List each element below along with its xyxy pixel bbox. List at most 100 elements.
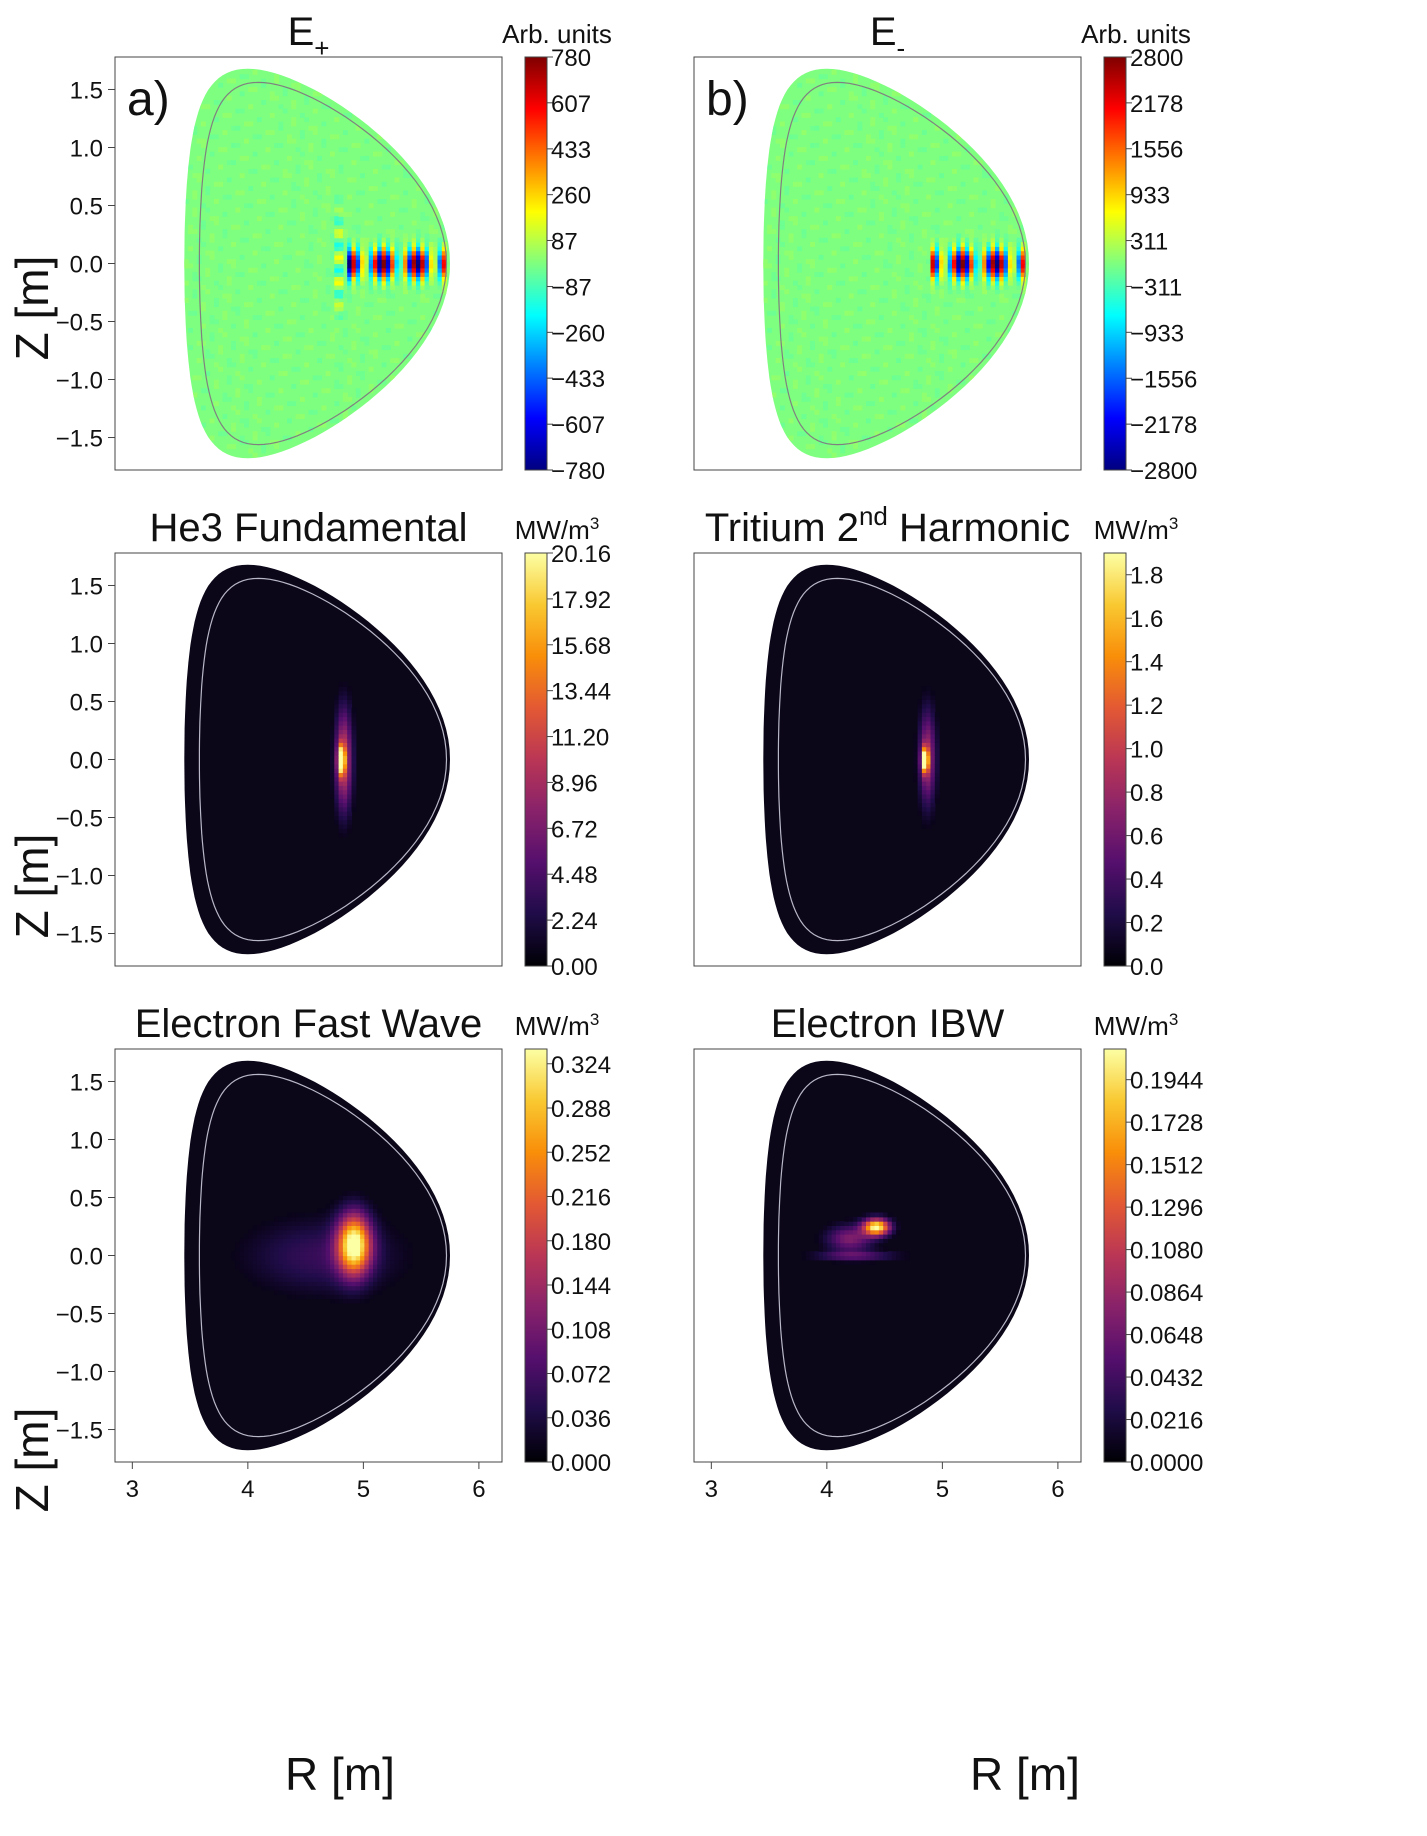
colorbar-tick-label: 607: [551, 91, 591, 118]
colorbar-tick-label: −933: [1130, 320, 1184, 347]
colorbar-tick-label: −433: [551, 366, 605, 393]
panel-label: a): [127, 73, 170, 126]
colorbar-tick-label: 0.216: [551, 1185, 611, 1212]
panel-f: 3 4 5 6 f) Electron IBW 0.1944 0.1728 0.1512 0.12…: [693, 1002, 1203, 1503]
colorbar-tick-label: 0.1080: [1130, 1238, 1203, 1265]
panel-label: b): [706, 73, 749, 126]
colorbar: [524, 56, 548, 471]
colorbar-tick-label: 0.6: [1130, 824, 1163, 851]
x-tick-label: 4: [241, 1476, 254, 1503]
heatmap-field: [330, 682, 357, 838]
colorbar-tick-label: 87: [551, 228, 578, 255]
plasma-region: [184, 564, 451, 955]
colorbar-tick-label: 0.180: [551, 1229, 611, 1256]
panel-b: b) E- 2800 2178 1556 933 311 −311 −933 −1556 −2178…: [693, 10, 1197, 485]
y-tick-label: −0.5: [56, 1302, 103, 1329]
colorbar-tick-label: −607: [551, 412, 605, 439]
y-tick-label: −1.0: [56, 368, 103, 395]
separatrix-line: [777, 81, 1027, 446]
axes-frame: [693, 1048, 1082, 1463]
y-tick-label: 1.5: [70, 77, 103, 104]
panel-title: He3 Fundamental: [150, 506, 468, 550]
panel-c: −1.5 −1.0 −0.5 0.0 0.5 1.0 1.5 c) He3 Fundamenta…: [56, 506, 611, 981]
colorbar-tick-label: 933: [1130, 183, 1170, 210]
colorbar-tick-label: 2.24: [551, 908, 598, 935]
colorbar-tick-label: 1.6: [1130, 606, 1163, 633]
x-tick-label: 4: [820, 1476, 833, 1503]
separatrix-line: [777, 1073, 1027, 1438]
y-tick-label: −1.5: [56, 1418, 103, 1445]
colorbar-tick-label: 4.48: [551, 862, 598, 889]
x-axis-label-left: R [m]: [285, 1748, 395, 1800]
panel-label: c): [127, 569, 167, 622]
x-tick-label: 3: [126, 1476, 139, 1503]
colorbar: [524, 552, 548, 967]
colorbar: [1103, 552, 1127, 967]
colorbar-tick-label: 0.324: [551, 1052, 611, 1079]
x-tick-label: 6: [1051, 1476, 1064, 1503]
panel-e: −1.5 −1.0 −0.5 0.0 0.5 1.0 1.5 3 4 5 6 e) Electron F…: [56, 1002, 611, 1503]
y-tick-label: 0.5: [70, 689, 103, 716]
colorbar-tick-label: −87: [551, 275, 592, 302]
x-axis-label-right: R [m]: [970, 1748, 1080, 1800]
plasma-region: [763, 564, 1029, 955]
panel-d: d) Tritium 2nd Harmonic 1.8 1.6 1.4 1.2 1.0 0.8…: [693, 501, 1178, 981]
panel-title: Electron IBW: [771, 1002, 1005, 1046]
colorbar-tick-label: 780: [551, 45, 591, 72]
y-tick-label: 0.0: [70, 252, 103, 279]
colorbar-tick-label: −311: [1130, 274, 1182, 301]
heatmap-field: [913, 686, 940, 829]
y-axis-label-top: Z [m]: [6, 256, 58, 361]
colorbar-tick-label: 8.96: [551, 770, 598, 797]
colorbar-tick-label: 1.8: [1130, 563, 1163, 590]
colorbar-tick-label: 0.1728: [1130, 1110, 1203, 1137]
y-tick-label: −1.0: [56, 864, 103, 891]
separatrix-line: [198, 81, 448, 446]
colorbar-tick-label: −2800: [1130, 458, 1197, 485]
colorbar-tick-label: 0.4: [1130, 867, 1163, 894]
colorbar-tick-label: 433: [551, 137, 591, 164]
y-axis-label-middle: Z [m]: [6, 834, 58, 939]
colorbar-tick-label: 0.0000: [1130, 1450, 1203, 1477]
colorbar: [1103, 1048, 1127, 1463]
panel-title: E-: [870, 10, 905, 63]
colorbar-tick-label: 1.0: [1130, 737, 1163, 764]
colorbar-tick-label: 0.8: [1130, 780, 1163, 807]
colorbar-tick-label: 0.1512: [1130, 1153, 1203, 1180]
colorbar-tick-label: 0.0648: [1130, 1323, 1203, 1350]
y-tick-label: −0.5: [56, 310, 103, 337]
separatrix-line: [198, 577, 448, 942]
heatmap-field: [763, 69, 1029, 458]
y-tick-label: −1.0: [56, 1360, 103, 1387]
colorbar-tick-label: 0.288: [551, 1096, 611, 1123]
colorbar-tick-label: 0.0864: [1130, 1280, 1203, 1307]
separatrix-line: [198, 1073, 448, 1438]
colorbar-tick-label: −1556: [1130, 366, 1197, 393]
colorbar: [1103, 56, 1127, 471]
y-tick-label: 0.5: [70, 193, 103, 220]
x-tick-label: 5: [357, 1476, 370, 1503]
y-tick-label: 1.5: [70, 1069, 103, 1096]
y-tick-label: −0.5: [56, 806, 103, 833]
colorbar-tick-label: 0.252: [551, 1140, 611, 1167]
colorbar-tick-label: 1.2: [1130, 693, 1163, 720]
colorbar-label: MW/m3: [1094, 1010, 1179, 1041]
colorbar-tick-label: 2178: [1130, 91, 1183, 118]
y-tick-label: 1.0: [70, 631, 103, 658]
panel-title: E+: [288, 10, 330, 63]
y-axis-label-bottom: Z [m]: [6, 1408, 58, 1513]
colorbar-tick-label: 1556: [1130, 137, 1183, 164]
y-tick-label: 0.5: [70, 1185, 103, 1212]
colorbar-tick-label: −260: [551, 320, 605, 347]
y-tick-label: −1.5: [56, 426, 103, 453]
axes-frame: [693, 56, 1082, 471]
colorbar-label: Arb. units: [1081, 19, 1191, 49]
colorbar-tick-label: 11.20: [551, 725, 609, 752]
colorbar-tick-label: 2800: [1130, 45, 1183, 72]
colorbar-tick-label: 0.0216: [1130, 1408, 1203, 1435]
colorbar-tick-label: 0.036: [551, 1406, 611, 1433]
colorbar-tick-label: 0.0432: [1130, 1365, 1203, 1392]
colorbar-tick-label: 0.2: [1130, 911, 1163, 938]
colorbar-tick-label: 0.1296: [1130, 1195, 1203, 1222]
